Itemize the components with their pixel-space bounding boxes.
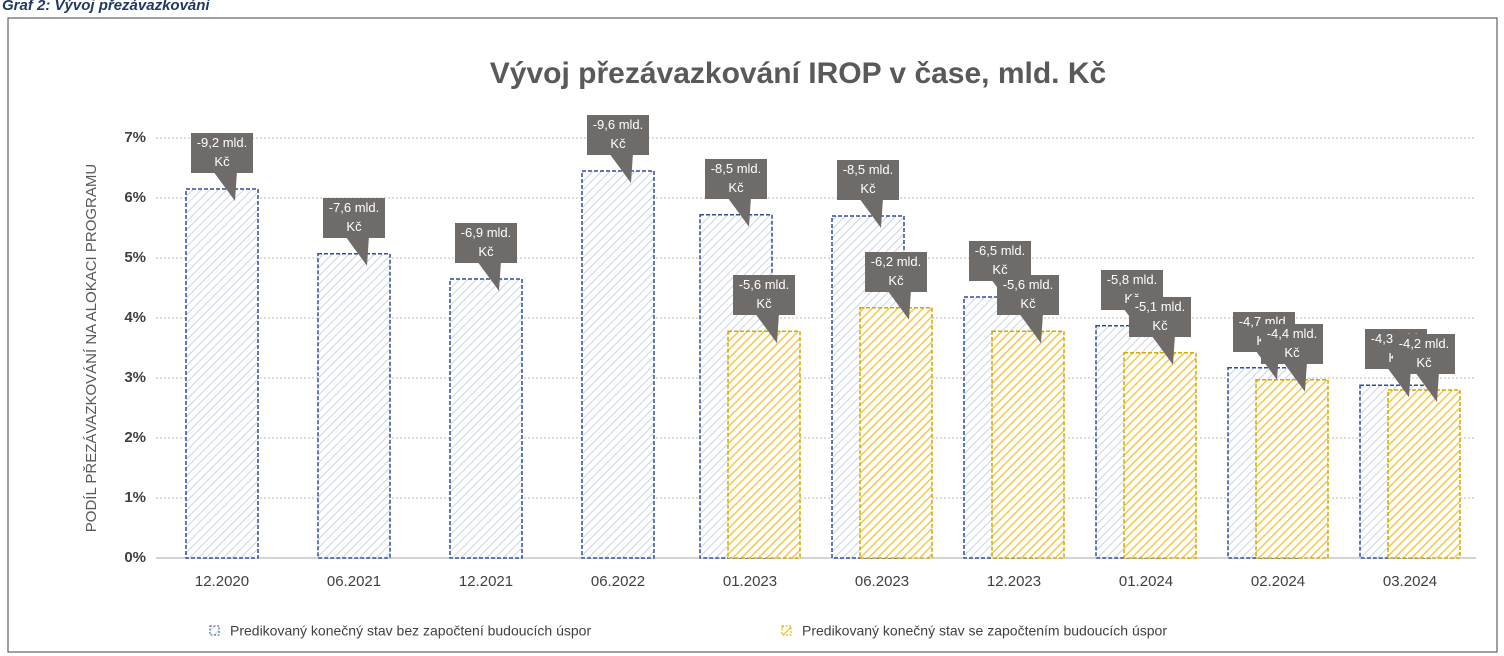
bar xyxy=(317,253,391,559)
y-axis-label: PODÍL PŘEZÁVAZKOVÁNÍ NA ALOKACI PROGRAMU xyxy=(83,164,100,532)
callout-text: -5,6 mld. Kč xyxy=(997,275,1059,316)
bar xyxy=(449,278,523,559)
callout-text: -8,5 mld. Kč xyxy=(837,160,899,200)
callout-pointer xyxy=(1151,334,1175,365)
callout: -6,9 mld. Kč xyxy=(455,223,517,263)
callout: -9,6 mld. Kč xyxy=(587,115,649,155)
callout: -8,5 mld. Kč xyxy=(705,158,767,199)
x-tick-label: 06.2021 xyxy=(327,573,381,590)
chart-title: Vývoj přezávazkování IROP v čase, mld. K… xyxy=(490,57,1106,90)
legend-label: Predikovaný konečný stav bez započtení b… xyxy=(230,623,591,639)
bar xyxy=(1387,389,1461,559)
y-tick-label: 0% xyxy=(124,549,146,566)
bar xyxy=(859,307,933,559)
bar xyxy=(727,330,801,559)
callout-pointer xyxy=(755,313,779,344)
bar xyxy=(1123,352,1197,559)
y-tick-label: 2% xyxy=(124,429,146,446)
x-tick-label: 02.2024 xyxy=(1251,573,1305,590)
callout-text: -5,6 mld. Kč xyxy=(733,275,795,316)
callout-pointer xyxy=(1019,313,1043,344)
x-tick-label: 03.2024 xyxy=(1383,573,1437,590)
callout-pointer xyxy=(1387,367,1411,398)
x-tick-label: 06.2023 xyxy=(855,573,909,590)
legend-label: Predikovaný konečný stav se započtením b… xyxy=(802,623,1167,639)
y-tick-label: 4% xyxy=(124,309,146,326)
bar xyxy=(185,188,259,559)
x-tick-label: 12.2020 xyxy=(195,573,249,590)
legend-swatch xyxy=(209,625,220,636)
callout: -4,2 mld. Kč xyxy=(1393,334,1455,374)
y-tick-label: 7% xyxy=(124,129,146,146)
callout: -9,2 mld. Kč xyxy=(191,133,253,173)
callout-text: -6,9 mld. Kč xyxy=(455,223,517,263)
callout-pointer xyxy=(213,171,237,201)
callout-text: -9,2 mld. Kč xyxy=(191,133,253,173)
x-tick-label: 06.2022 xyxy=(591,573,645,590)
callout-pointer xyxy=(859,198,883,228)
bar xyxy=(581,170,655,559)
x-tick-label: 12.2021 xyxy=(459,573,513,590)
bar xyxy=(1255,379,1329,559)
callout: -8,5 mld. Kč xyxy=(837,160,899,200)
y-tick-label: 6% xyxy=(124,189,146,206)
x-tick-label: 01.2023 xyxy=(723,573,777,590)
callout-text: -4,2 mld. Kč xyxy=(1393,334,1455,374)
x-tick-label: 12.2023 xyxy=(987,573,1041,590)
callout: -5,1 mld. Kč xyxy=(1129,296,1191,337)
y-tick-label: 5% xyxy=(124,249,146,266)
callout-text: -6,5 mld. Kč xyxy=(969,241,1031,281)
callout-text: -8,5 mld. Kč xyxy=(705,158,767,199)
callout-text: -7,6 mld. Kč xyxy=(323,197,385,238)
legend-swatch xyxy=(781,625,792,636)
bar xyxy=(991,330,1065,559)
callout-pointer xyxy=(727,196,751,227)
callout-text: -6,2 mld. Kč xyxy=(865,251,927,292)
y-tick-label: 1% xyxy=(124,489,146,506)
callout: -6,2 mld. Kč xyxy=(865,251,927,292)
callout: -6,5 mld. Kč xyxy=(969,241,1031,281)
caption: Graf 2: Vývoj přezávazkování xyxy=(2,0,211,14)
callout-pointer xyxy=(609,153,633,183)
callout-text: -9,6 mld. Kč xyxy=(587,115,649,155)
callout-pointer xyxy=(477,261,501,291)
y-tick-label: 3% xyxy=(124,369,146,386)
callout: -7,6 mld. Kč xyxy=(323,197,385,238)
callout-text: -4,4 mld. Kč xyxy=(1261,323,1323,364)
callout-pointer xyxy=(887,289,911,320)
callout-pointer xyxy=(1415,372,1439,402)
callout-pointer xyxy=(1283,361,1307,392)
callout: -4,4 mld. Kč xyxy=(1261,323,1323,364)
callout: -5,6 mld. Kč xyxy=(733,275,795,316)
callout: -5,6 mld. Kč xyxy=(997,275,1059,316)
callout-pointer xyxy=(345,235,369,266)
x-tick-label: 01.2024 xyxy=(1119,573,1173,590)
callout-text: -5,1 mld. Kč xyxy=(1129,296,1191,337)
